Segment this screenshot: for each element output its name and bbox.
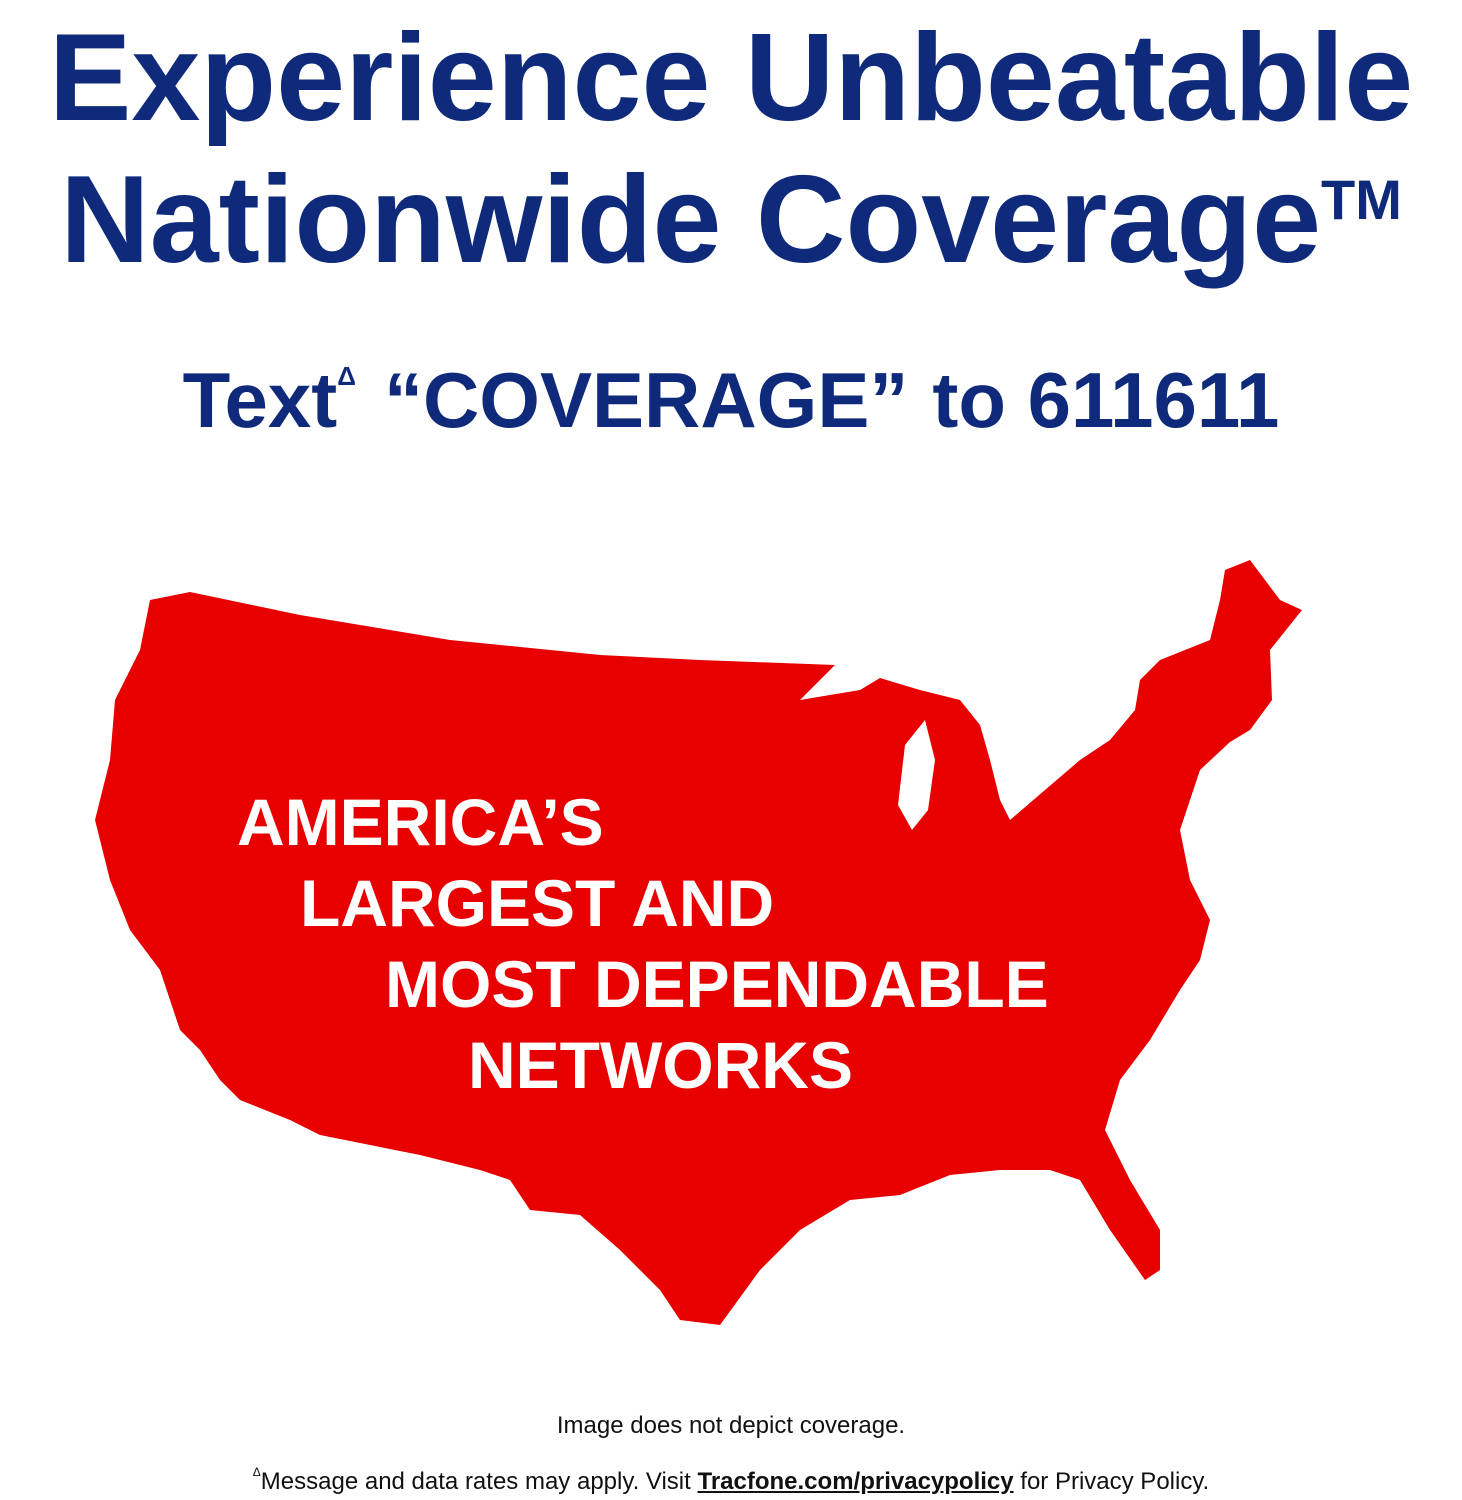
claim-line-1: AMERICA’S (237, 785, 604, 859)
trademark-symbol: TM (1321, 168, 1402, 231)
privacy-policy-link[interactable]: Tracfone.com/privacypolicy (697, 1468, 1014, 1495)
headline-line-1-text: Experience Unbeatable (48, 9, 1414, 147)
cta-keyword: “COVERAGE” (383, 356, 909, 444)
headline-line-2: Nationwide CoverageTM (0, 150, 1462, 290)
privacy-policy-suffix: for Privacy Policy. (1020, 1468, 1210, 1495)
usa-silhouette (95, 560, 1302, 1325)
cta-prefix: Text (182, 356, 338, 444)
footnote-line: ΔMessage and data rates may apply. Visit… (0, 1466, 1462, 1498)
rates-text: Message and data rates may apply. Visit (260, 1468, 691, 1495)
claim-line-3: MOST DEPENDABLE (385, 947, 1049, 1021)
cta-line: TextΔ “COVERAGE” to 611611 (0, 345, 1462, 455)
coverage-disclaimer: Image does not depict coverage. (556, 1412, 906, 1439)
claim-line-2: LARGEST AND (300, 866, 775, 940)
headline-line-1: Experience Unbeatable (0, 8, 1462, 148)
cta-suffix: to 611611 (932, 356, 1280, 444)
lake-michigan-icon (898, 720, 935, 830)
cta-marker: Δ (337, 361, 356, 391)
headline-line-2-text: Nationwide Coverage (60, 151, 1322, 289)
claim-line-4: NETWORKS (468, 1028, 853, 1102)
footnote-marker: Δ (252, 1465, 261, 1479)
